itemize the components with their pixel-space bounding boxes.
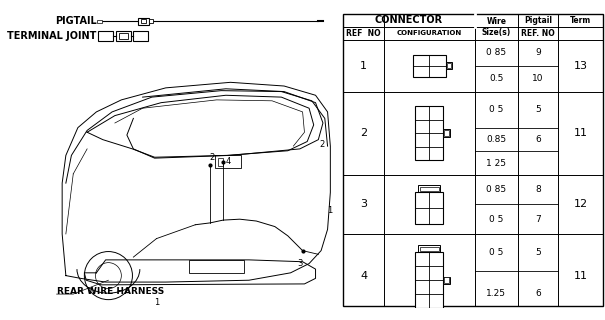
Bar — [218, 158, 223, 165]
Text: 4: 4 — [360, 271, 367, 281]
Text: 1.25: 1.25 — [486, 289, 506, 299]
Bar — [416, 252, 443, 308]
Text: 5: 5 — [535, 248, 541, 257]
Bar — [444, 277, 449, 283]
Text: 10: 10 — [532, 74, 544, 83]
Text: 3: 3 — [360, 199, 367, 209]
Text: CONFIGURATION: CONFIGURATION — [397, 30, 462, 36]
Text: 2: 2 — [319, 140, 324, 149]
Bar — [420, 187, 439, 190]
Text: 0 5: 0 5 — [489, 215, 503, 224]
Bar — [343, 14, 603, 306]
Text: 1: 1 — [360, 61, 367, 71]
Text: 0 5: 0 5 — [489, 105, 503, 114]
Bar — [189, 260, 244, 273]
Text: 1: 1 — [327, 206, 333, 215]
Text: 0.85: 0.85 — [486, 135, 506, 144]
Bar — [447, 63, 451, 68]
Bar — [138, 18, 149, 25]
Text: Wire
Size(s): Wire Size(s) — [482, 17, 511, 37]
Text: 1: 1 — [154, 298, 159, 307]
Text: 3: 3 — [297, 259, 302, 268]
Text: 6: 6 — [535, 135, 541, 144]
Text: CONNECTOR: CONNECTOR — [375, 15, 443, 25]
Text: PIGTAIL: PIGTAIL — [54, 16, 96, 26]
Bar — [98, 31, 113, 41]
Text: 12: 12 — [574, 199, 587, 209]
Text: 9: 9 — [535, 48, 541, 57]
Text: Term: Term — [570, 16, 591, 25]
Bar — [97, 20, 102, 23]
Bar — [418, 245, 440, 252]
Text: 0 85: 0 85 — [486, 185, 506, 194]
Text: 0 85: 0 85 — [486, 48, 506, 57]
Text: 11: 11 — [574, 271, 587, 281]
Bar — [420, 247, 439, 251]
Text: 8: 8 — [535, 185, 541, 194]
Text: 0 5: 0 5 — [489, 248, 503, 257]
Text: 7: 7 — [535, 215, 541, 224]
Bar — [446, 62, 453, 69]
Text: REF  NO: REF NO — [346, 29, 381, 38]
Bar — [215, 156, 241, 168]
Text: Pigtail: Pigtail — [524, 16, 552, 25]
Bar — [141, 20, 146, 23]
Text: REF. NO: REF. NO — [521, 29, 555, 38]
Bar — [416, 192, 443, 224]
Bar — [119, 33, 128, 39]
Text: 11: 11 — [574, 128, 587, 138]
Text: 13: 13 — [574, 61, 587, 71]
Bar — [133, 31, 148, 41]
Text: 2: 2 — [360, 128, 367, 138]
Text: 5: 5 — [535, 105, 541, 114]
Bar — [413, 55, 446, 77]
Text: 2: 2 — [209, 153, 215, 162]
Bar — [443, 276, 450, 284]
Bar — [116, 31, 131, 41]
Text: REAR WIRE HARNESS: REAR WIRE HARNESS — [57, 287, 164, 296]
Text: 1 25: 1 25 — [486, 159, 506, 168]
Text: TERMINAL JOINT: TERMINAL JOINT — [7, 31, 96, 41]
Bar — [416, 106, 443, 160]
Bar — [418, 185, 440, 192]
Bar — [149, 20, 153, 23]
Bar — [443, 130, 450, 137]
Text: 0.5: 0.5 — [489, 74, 503, 83]
Text: 4: 4 — [226, 157, 231, 166]
Bar — [444, 131, 449, 136]
Text: 6: 6 — [535, 289, 541, 299]
